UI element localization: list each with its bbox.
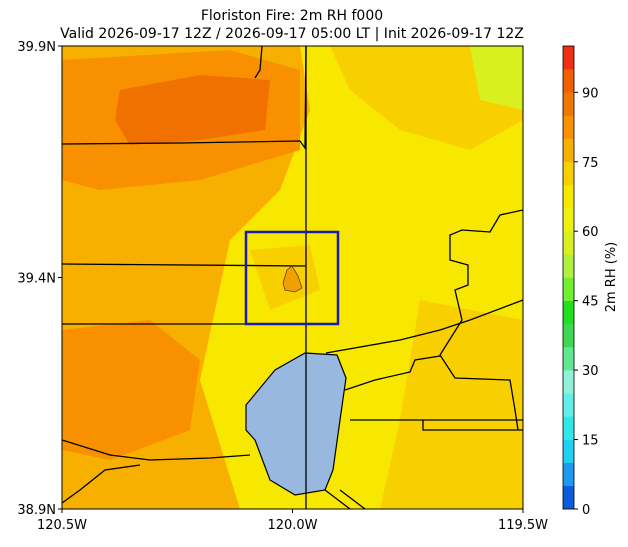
y-tick-label: 39.9N xyxy=(17,40,56,55)
colorbar-tick-label: 30 xyxy=(582,364,599,379)
colorbar-tick-label: 75 xyxy=(582,156,599,171)
colorbar-swatch xyxy=(563,231,574,255)
x-tick-label: 119.5W xyxy=(498,518,548,533)
colorbar-swatch xyxy=(563,92,574,116)
colorbar-swatch xyxy=(563,254,574,278)
colorbar-frame xyxy=(562,45,575,510)
colorbar-swatch xyxy=(563,439,574,463)
colorbar-swatch xyxy=(563,393,574,417)
colorbar-swatch xyxy=(563,346,574,371)
colorbar-swatch xyxy=(563,161,574,186)
colorbar-swatch xyxy=(563,277,574,301)
map-field xyxy=(62,46,523,509)
colorbar-tick-label: 60 xyxy=(582,225,599,240)
colorbar-label: 2m RH (%) xyxy=(604,242,619,313)
title: Floriston Fire: 2m RH f000 xyxy=(201,8,383,24)
colorbar-swatch xyxy=(563,184,574,209)
colorbar-swatch xyxy=(563,462,574,487)
colorbar-swatch xyxy=(563,416,574,440)
colorbar-tick-label: 45 xyxy=(582,295,599,310)
colorbar-swatch xyxy=(563,138,574,163)
subtitle: Valid 2026-09-17 12Z / 2026-09-17 05:00 … xyxy=(60,26,524,42)
x-tick-label: 120.5W xyxy=(37,518,87,533)
y-tick-label: 39.4N xyxy=(17,272,56,287)
colorbar-tick-label: 0 xyxy=(582,503,590,518)
colorbar-tick-label: 90 xyxy=(582,86,599,101)
x-tick-label: 120.0W xyxy=(267,518,317,533)
colorbar-swatch xyxy=(563,69,574,93)
colorbar-swatch xyxy=(563,208,574,232)
colorbar-swatch xyxy=(563,115,574,139)
colorbar-swatch xyxy=(563,46,574,70)
colorbar-tick-label: 15 xyxy=(582,434,599,449)
colorbar-swatch xyxy=(563,300,574,325)
colorbar-swatch xyxy=(563,485,574,510)
colorbar-swatch xyxy=(563,323,574,348)
y-tick-label: 38.9N xyxy=(17,503,56,518)
colorbar-swatch xyxy=(563,370,574,394)
